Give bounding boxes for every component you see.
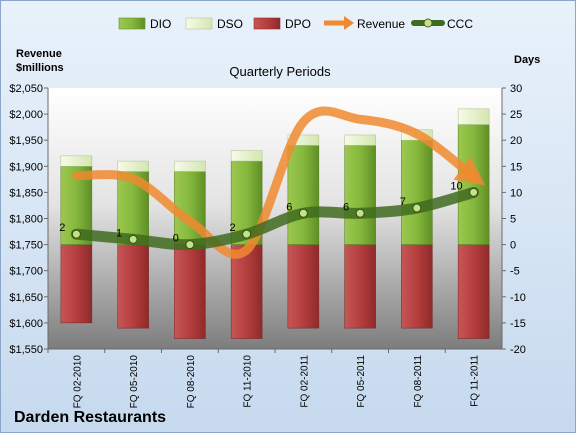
bar-dso — [287, 134, 320, 146]
x-tick-label: FQ 02-2011 — [299, 355, 310, 408]
bar-dso — [230, 150, 263, 162]
bar-dso — [457, 108, 490, 125]
left-tick-label: $1,700 — [9, 266, 43, 278]
bar-dio — [401, 139, 433, 245]
x-tick-label: FQ 05-2011 — [356, 355, 367, 408]
left-tick-label: $1,800 — [9, 214, 43, 226]
right-tick-label: -5 — [510, 266, 520, 278]
revenue-line — [71, 106, 486, 259]
legend-label-dio: DIO — [150, 17, 171, 31]
ccc-point — [128, 234, 138, 244]
x-tick-label: FQ 11-2011 — [470, 355, 481, 407]
bar-dio — [344, 145, 376, 245]
ccc-data-label: 2 — [230, 222, 236, 234]
x-tick-label: FQ 02-2010 — [72, 355, 83, 409]
ccc-data-label: 1 — [116, 227, 122, 239]
legend-swatch-dpo — [253, 17, 281, 30]
ccc-data-label: 6 — [343, 201, 349, 213]
bar-dio — [287, 145, 320, 245]
legend-label-dpo: DPO — [285, 17, 311, 31]
ccc-line — [70, 186, 480, 251]
left-tick-label: $1,650 — [9, 292, 43, 304]
bar-dpo — [174, 244, 206, 339]
legend-swatch-dio — [118, 17, 146, 30]
bar-dpo — [287, 244, 320, 329]
ccc-data-label: 0 — [173, 233, 179, 245]
right-tick-label: -15 — [510, 318, 526, 330]
bar-dso — [60, 155, 93, 167]
ccc-point — [71, 229, 81, 239]
legend-label-dso: DSO — [217, 17, 243, 31]
ccc-data-label: 10 — [450, 180, 462, 192]
ccc-point — [412, 203, 422, 213]
legend-label-ccc: CCC — [447, 17, 473, 31]
legend: DIO DSO DPO Revenue CCC — [118, 16, 473, 31]
ccc-point — [298, 208, 308, 218]
ccc-point — [242, 229, 252, 239]
bar-dpo — [457, 244, 490, 339]
bar-dpo — [401, 244, 433, 329]
ccc-point — [355, 208, 365, 218]
left-tick-label: $1,550 — [9, 344, 43, 356]
bar-dpo — [344, 244, 376, 329]
legend-swatch-revenue — [324, 16, 354, 30]
bar-dpo — [230, 244, 263, 339]
left-tick-label: $1,750 — [9, 240, 43, 252]
ccc-point — [469, 187, 479, 197]
left-tick-label: $1,900 — [9, 161, 43, 173]
bar-dpo — [60, 244, 93, 324]
left-tick-label: $2,050 — [9, 83, 43, 95]
chart-title: Quarterly Periods — [229, 64, 331, 79]
right-tick-label: 25 — [510, 109, 522, 121]
right-axis-title: Days — [514, 54, 540, 66]
x-tick-label: FQ 05-2010 — [129, 355, 140, 409]
ccc-point — [185, 240, 195, 250]
bar-dpo — [117, 244, 149, 329]
left-axis-title-line1: Revenue — [16, 48, 62, 60]
legend-swatch-dso — [185, 17, 213, 30]
ccc-data-label: 6 — [286, 201, 292, 213]
x-tick-label: FQ 08-2011 — [413, 355, 424, 408]
right-tick-label: -10 — [510, 292, 526, 304]
axes-layer: $1,550 $1,600 $1,650 $1,700 $1,750 $1,800 $1,8… — [9, 83, 526, 408]
right-tick-label: 15 — [510, 161, 522, 173]
bar-dso — [344, 134, 376, 146]
left-tick-label: $1,950 — [9, 135, 43, 147]
x-tick-label: FQ 08-2010 — [186, 355, 197, 409]
right-tick-label: -20 — [510, 344, 526, 356]
ccc-data-label: 2 — [59, 222, 65, 234]
left-tick-label: $2,000 — [9, 109, 43, 121]
left-tick-label: $1,600 — [9, 318, 43, 330]
x-tick-label: FQ 11-2010 — [243, 355, 254, 408]
right-tick-label: 30 — [510, 83, 522, 95]
ccc-data-label: 7 — [400, 196, 406, 208]
right-tick-label: 5 — [510, 214, 516, 226]
left-axis-title-line2: $millions — [16, 62, 64, 74]
company-name: Darden Restaurants — [14, 409, 166, 426]
right-tick-label: 0 — [510, 240, 516, 252]
bar-dio — [457, 124, 490, 245]
legend-label-revenue: Revenue — [357, 17, 405, 31]
left-tick-label: $1,850 — [9, 187, 43, 199]
bar-dso — [117, 160, 149, 172]
legend-swatch-ccc — [411, 18, 445, 28]
right-tick-label: 20 — [510, 135, 522, 147]
lines-layer: 2 1 026 6 710 — [59, 106, 486, 259]
right-tick-label: 10 — [510, 187, 522, 199]
bar-dso — [174, 160, 206, 172]
